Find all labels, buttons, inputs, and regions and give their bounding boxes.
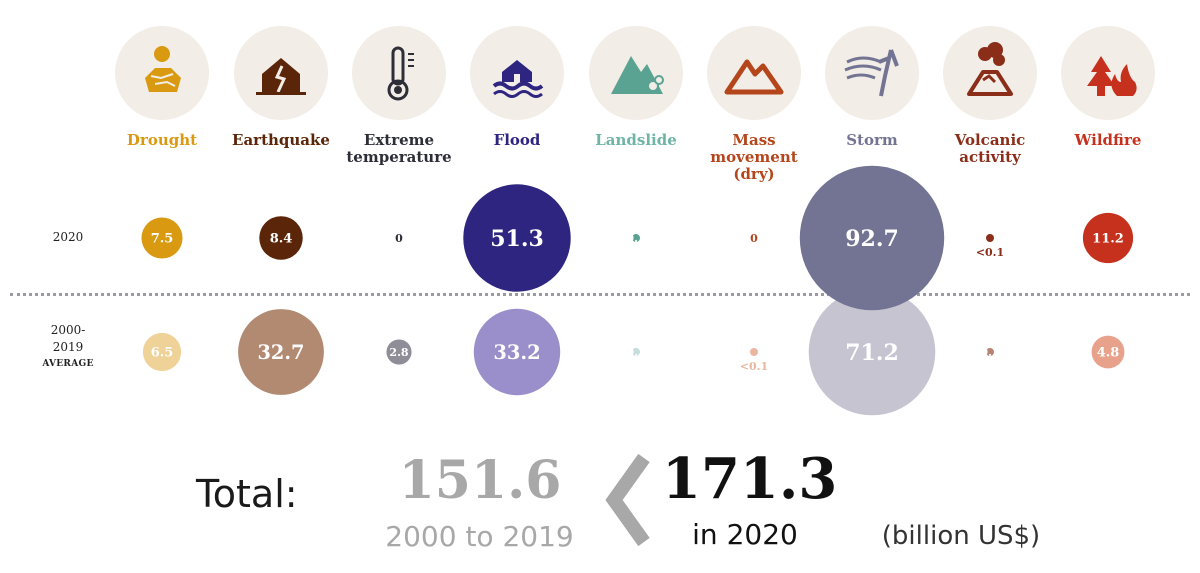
- bubble-2020-8: 11.2: [1082, 212, 1134, 264]
- bubble-avg-5-label: <0.1: [740, 360, 768, 373]
- bubble-2020-0: 7.5: [141, 217, 183, 259]
- bubble-2020-0-label: 7.5: [151, 232, 174, 247]
- flood-icon: [470, 26, 564, 120]
- earthquake-icon: [234, 26, 328, 120]
- bubble-avg-3-circle: [473, 308, 561, 396]
- bubble-2020-1-label: 8.4: [270, 232, 293, 247]
- bubble-2020-8-label: 11.2: [1092, 232, 1124, 247]
- volcano-icon: [943, 26, 1037, 120]
- row-label-average-sub: AVERAGE: [42, 359, 94, 369]
- bubble-2020-4-label: 0.1: [626, 232, 645, 245]
- bubble-avg-3-label: 33.2: [493, 341, 540, 364]
- current-total-period: in 2020: [692, 518, 798, 551]
- hazard-label-5: Mass movement (dry): [710, 131, 798, 183]
- wildfire-icon: [1061, 26, 1155, 120]
- bubble-2020-3-circle: [463, 184, 571, 292]
- mountain-icon: [707, 26, 801, 120]
- bubble-2020-8-circle: [1082, 212, 1134, 264]
- bubble-2020-6-circle: [799, 165, 945, 311]
- bubble-avg-0: 6.5: [142, 332, 182, 372]
- storm-icon: [825, 26, 919, 120]
- bubble-avg-8: 4.8: [1091, 335, 1125, 369]
- bubble-avg-2-label: 2.8: [389, 346, 408, 359]
- bubble-2020-1-circle: [259, 216, 303, 260]
- bubble-avg-3: 33.2: [473, 308, 561, 396]
- bubble-avg-7: 0.1: [980, 346, 999, 359]
- hazard-label-7: Volcanic activity: [954, 131, 1026, 166]
- landslide-icon: [589, 26, 683, 120]
- bubble-2020-2-label: 0: [395, 232, 403, 245]
- bubble-2020-4: 0.1: [626, 232, 645, 245]
- hazard-label-0: Drought: [126, 131, 198, 149]
- bubble-avg-5: <0.1: [740, 348, 768, 373]
- hazard-label-1: Earthquake: [232, 131, 330, 149]
- less-than-chevron-icon: [605, 453, 650, 547]
- bubble-avg-0-label: 6.5: [151, 346, 174, 361]
- bubble-2020-7-circle: [986, 234, 994, 242]
- hazard-label-4: Landslide: [595, 131, 677, 149]
- bubble-2020-5-label: 0: [750, 232, 758, 245]
- row-label-average: 2000- 2019 AVERAGE: [38, 322, 98, 373]
- bubble-avg-4-circle: [631, 347, 641, 357]
- bubble-avg-5-circle: [750, 348, 758, 356]
- thermometer-icon: [352, 26, 446, 120]
- bubble-avg-6-label: 71.2: [845, 340, 899, 366]
- bubble-2020-5: 0: [750, 232, 758, 245]
- bubble-2020-0-circle: [141, 217, 183, 259]
- bubble-2020-7-label: <0.1: [976, 246, 1004, 259]
- bubble-2020-6-label: 92.7: [845, 226, 899, 252]
- bubble-2020-2: 0: [395, 232, 403, 245]
- total-label: Total:: [196, 472, 298, 516]
- unit-label: (billion US$): [881, 521, 1041, 551]
- row-label-2020: 2020: [52, 230, 84, 244]
- bubble-2020-6: 92.7: [799, 165, 945, 311]
- bubble-2020-3-label: 51.3: [490, 226, 544, 252]
- hazard-label-6: Storm: [846, 131, 898, 149]
- drought-icon: [115, 26, 209, 120]
- current-total-value: 171.3: [662, 446, 838, 512]
- bubble-avg-0-circle: [142, 332, 182, 372]
- bubble-avg-7-label: 0.1: [980, 346, 999, 359]
- row-label-average-years: 2000- 2019: [50, 323, 86, 354]
- bubble-avg-6-circle: [808, 288, 936, 416]
- bubble-avg-8-circle: [1091, 335, 1125, 369]
- bubble-avg-2: 2.8: [386, 339, 412, 365]
- bubble-2020-7: <0.1: [976, 234, 1004, 259]
- bubble-2020-4-circle: [632, 234, 640, 242]
- hazard-label-3: Flood: [493, 131, 541, 149]
- bubble-avg-4-label: 0.3: [626, 346, 645, 359]
- bubble-avg-1-circle: [238, 309, 324, 395]
- hazard-label-8: Wildfire: [1074, 131, 1142, 149]
- previous-total-value: 151.6: [398, 450, 562, 511]
- row-divider: [10, 293, 1190, 296]
- bubble-avg-1: 32.7: [238, 309, 324, 395]
- bubble-avg-8-label: 4.8: [1097, 346, 1120, 361]
- bubble-2020-3: 51.3: [463, 184, 571, 292]
- bubble-2020-1: 8.4: [259, 216, 303, 260]
- bubble-avg-7-circle: [986, 348, 994, 356]
- bubble-avg-2-circle: [386, 339, 412, 365]
- bubble-avg-1-label: 32.7: [258, 341, 305, 364]
- previous-total-period: 2000 to 2019: [385, 520, 574, 553]
- bubble-avg-4: 0.3: [626, 346, 645, 359]
- bubble-avg-6: 71.2: [808, 288, 936, 416]
- hazard-label-2: Extreme temperature: [346, 131, 452, 166]
